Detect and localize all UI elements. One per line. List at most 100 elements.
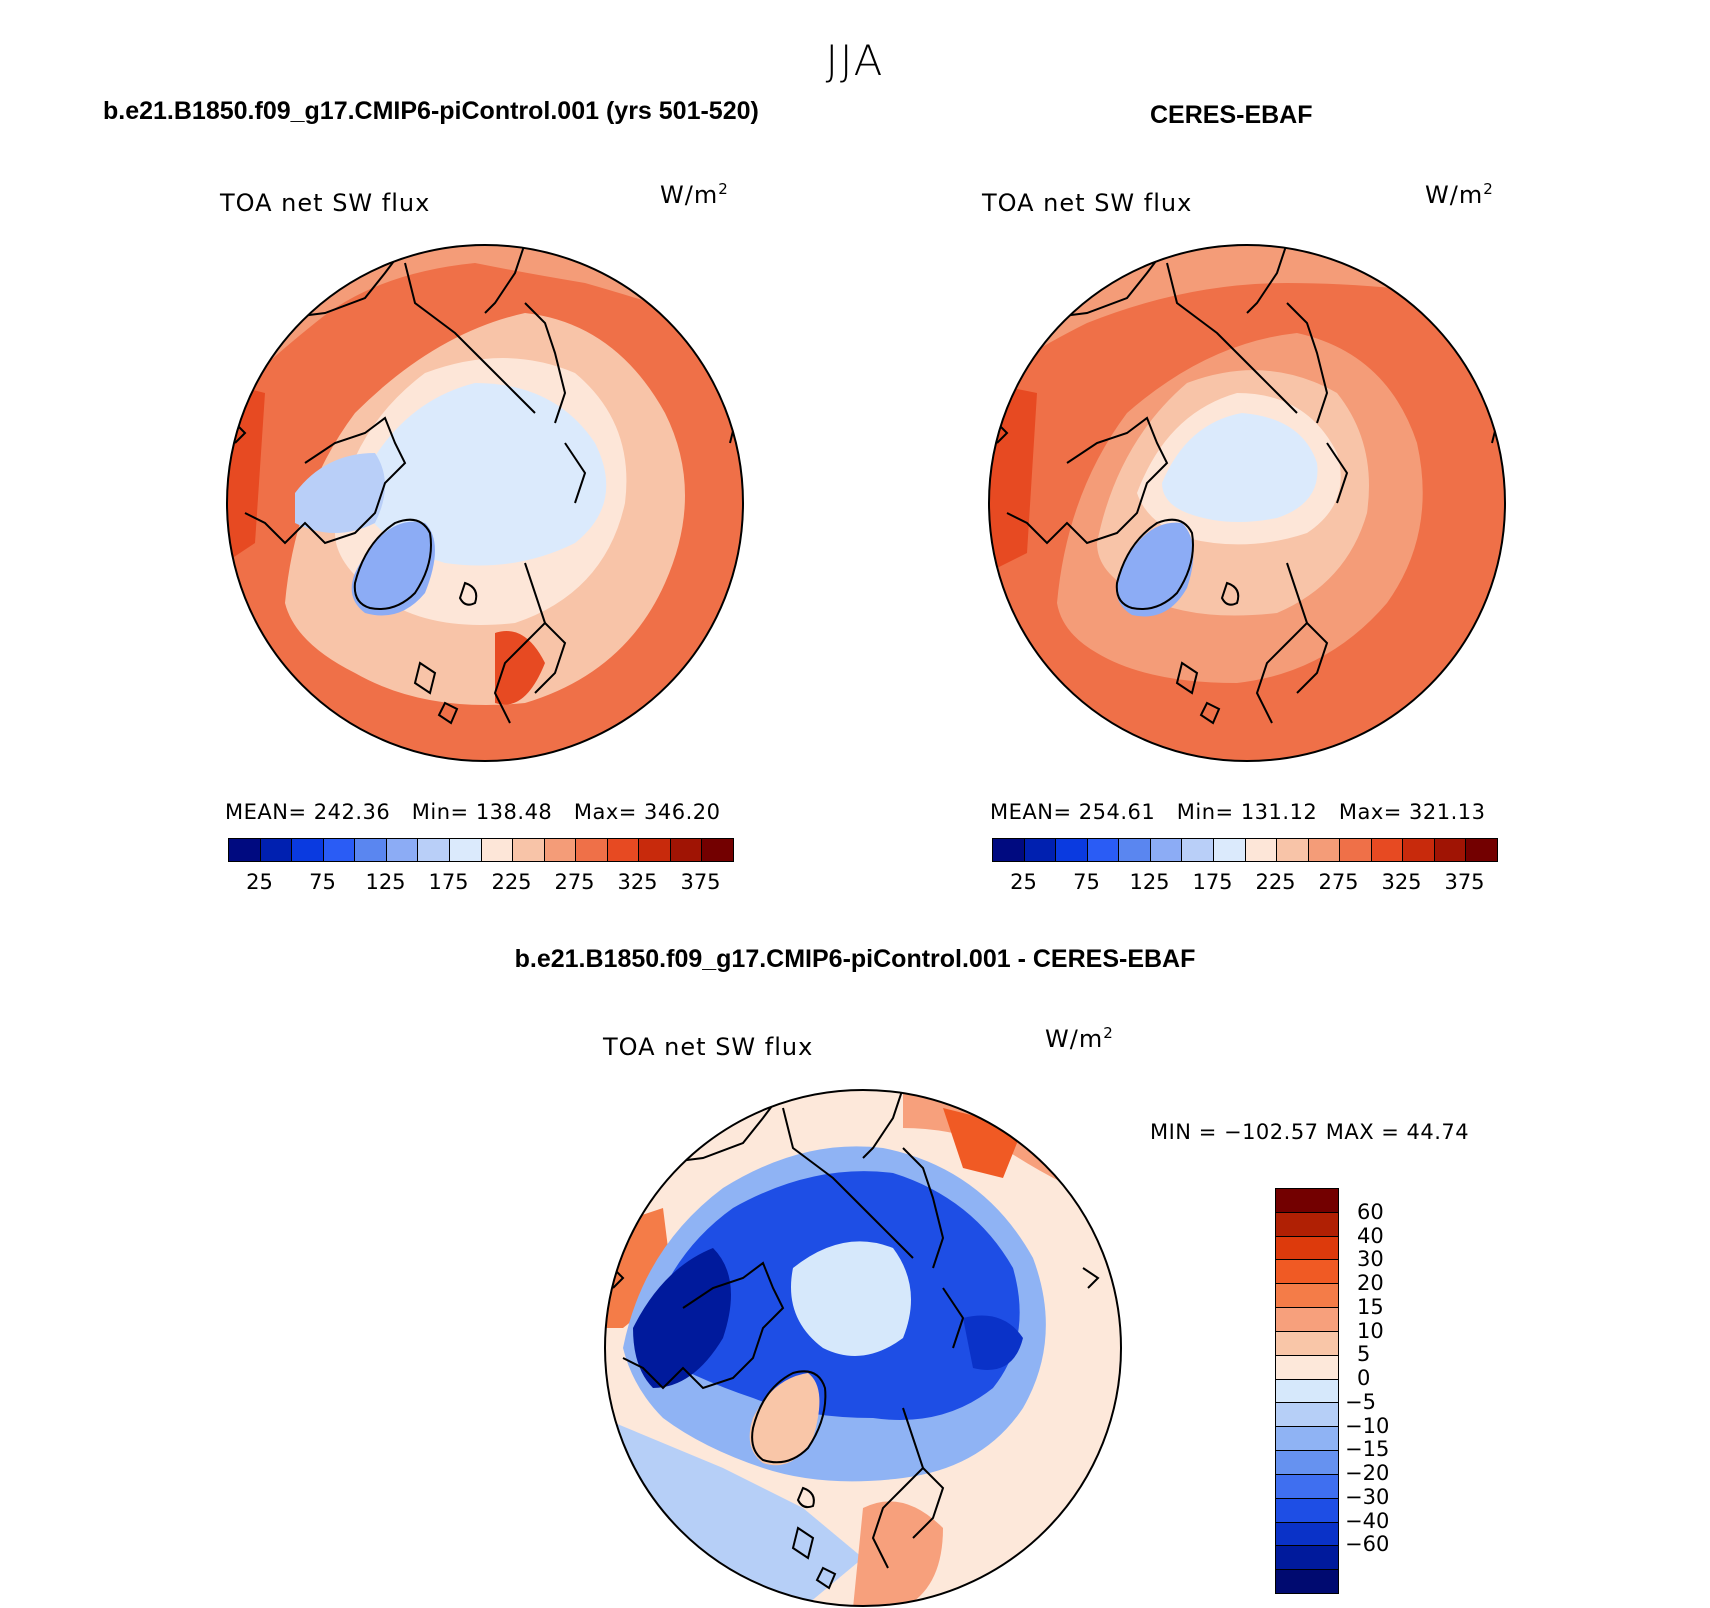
diff-variable-label: TOA net SW flux xyxy=(603,1033,814,1061)
diff-colorbar-box xyxy=(1276,1546,1338,1571)
obs-colorbar-box xyxy=(993,839,1025,861)
obs-colorbar-tick-label: 75 xyxy=(1073,870,1100,894)
model-field-arctic xyxy=(355,383,607,566)
obs-colorbar-box xyxy=(1340,839,1372,861)
model-colorbar-box xyxy=(670,839,703,861)
model-colorbar-box xyxy=(323,839,356,861)
diff-field-greenland xyxy=(749,1373,820,1466)
diff-colorbar-tick-label: 5 xyxy=(1357,1342,1371,1367)
model-colorbar-tick-label: 75 xyxy=(309,870,336,894)
obs-variable-label: TOA net SW flux xyxy=(982,189,1193,217)
model-colorbar-box xyxy=(481,839,514,861)
model-colorbar-tick-label: 25 xyxy=(246,870,273,894)
obs-map-boundary xyxy=(988,244,1506,762)
model-colorbar-box xyxy=(229,839,261,861)
model-colorbar-box xyxy=(418,839,450,861)
diff-colorbar xyxy=(1275,1188,1339,1594)
diff-colorbar-tick-label: 10 xyxy=(1357,1318,1384,1343)
model-colorbar-tick-label: 175 xyxy=(428,870,469,894)
diff-colorbar-tick-label: 0 xyxy=(1357,1366,1371,1391)
obs-colorbar-box xyxy=(1245,839,1278,861)
obs-colorbar-tick-label: 125 xyxy=(1129,870,1170,894)
obs-colorbar-box xyxy=(1434,839,1467,861)
diff-colorbar-box xyxy=(1276,1284,1338,1309)
obs-colorbar xyxy=(992,838,1498,862)
diff-field-arctic xyxy=(791,1241,911,1356)
model-colorbar-tick-label: 125 xyxy=(365,870,406,894)
diff-polar-map xyxy=(604,1089,1122,1607)
model-map-boundary xyxy=(226,244,744,762)
obs-colorbar-box xyxy=(1056,839,1088,861)
obs-colorbar-tick-label: 275 xyxy=(1318,870,1359,894)
diff-colorbar-tick-label: −5 xyxy=(1345,1389,1376,1414)
obs-colorbar-tick-label: 175 xyxy=(1192,870,1233,894)
diff-colorbar-box xyxy=(1276,1189,1338,1213)
diff-colorbar-box xyxy=(1276,1403,1338,1428)
obs-colorbar-ticks: 25 75 125 175 225 275 325 375 xyxy=(992,870,1496,900)
diff-colorbar-box xyxy=(1276,1236,1338,1261)
diff-colorbar-box xyxy=(1276,1331,1338,1356)
model-stats: MEAN= 242.36 Min= 138.48 Max= 346.20 xyxy=(225,800,721,824)
model-colorbar-box xyxy=(702,839,733,861)
model-colorbar-tick-label: 225 xyxy=(491,870,532,894)
obs-colorbar-box xyxy=(1466,839,1497,861)
obs-colorbar-box xyxy=(1182,839,1214,861)
model-field-archipelago xyxy=(295,453,385,533)
diff-colorbar-tick-label: −10 xyxy=(1345,1413,1390,1438)
model-colorbar-tick-label: 275 xyxy=(554,870,595,894)
model-polar-map xyxy=(226,244,744,762)
diff-colorbar-tick-label: −15 xyxy=(1345,1437,1390,1462)
model-field-band xyxy=(227,245,743,403)
obs-colorbar-tick-label: 325 xyxy=(1381,870,1422,894)
model-coastlines xyxy=(234,245,737,725)
model-colorbar-box xyxy=(355,839,387,861)
obs-colorbar-box xyxy=(1277,839,1309,861)
obs-field-arctic xyxy=(1162,413,1318,522)
model-colorbar xyxy=(228,838,734,862)
model-colorbar-box xyxy=(386,839,419,861)
model-colorbar-ticks: 25 75 125 175 225 275 325 375 xyxy=(228,870,732,900)
obs-colorbar-tick-label: 25 xyxy=(1010,870,1037,894)
diff-colorbar-box xyxy=(1276,1308,1338,1332)
model-colorbar-tick-label: 375 xyxy=(680,870,721,894)
season-title: JJA xyxy=(825,36,885,85)
diff-minmax: MIN = −102.57 MAX = 44.74 xyxy=(1150,1120,1470,1144)
model-colorbar-tick-label: 325 xyxy=(617,870,658,894)
diff-colorbar-box xyxy=(1276,1355,1338,1380)
diff-colorbar-tick-label: 30 xyxy=(1357,1247,1384,1272)
diff-colorbar-box xyxy=(1276,1474,1338,1499)
diff-colorbar-tick-label: −40 xyxy=(1345,1508,1390,1533)
model-colorbar-box xyxy=(449,839,482,861)
diff-colorbar-tick-label: 60 xyxy=(1357,1199,1384,1224)
diff-colorbar-tick-label: −20 xyxy=(1345,1461,1390,1486)
obs-field-greenland xyxy=(1116,522,1194,617)
model-field-hot-europe xyxy=(495,631,545,705)
obs-colorbar-tick-label: 375 xyxy=(1444,870,1485,894)
diff-colorbar-box xyxy=(1276,1451,1338,1475)
diff-colorbar-tick-label: 20 xyxy=(1357,1271,1384,1296)
diff-colorbar-box xyxy=(1276,1427,1338,1452)
obs-polar-map xyxy=(988,244,1506,762)
model-colorbar-box xyxy=(639,839,671,861)
obs-colorbar-tick-label: 225 xyxy=(1255,870,1296,894)
diff-colorbar-box xyxy=(1276,1379,1338,1404)
diff-colorbar-tick-label: 40 xyxy=(1357,1223,1384,1248)
diff-colorbar-tick-label: 15 xyxy=(1357,1294,1384,1319)
obs-colorbar-box xyxy=(1371,839,1404,861)
diff-colorbar-box xyxy=(1276,1260,1338,1285)
model-colorbar-box xyxy=(292,839,324,861)
obs-units-label: W/m2 xyxy=(1425,180,1494,209)
obs-colorbar-box xyxy=(1308,839,1341,861)
obs-panel-title: CERES-EBAF xyxy=(1150,101,1313,129)
model-colorbar-box xyxy=(513,839,545,861)
obs-colorbar-box xyxy=(1213,839,1246,861)
diff-colorbar-box xyxy=(1276,1498,1338,1523)
obs-colorbar-box xyxy=(1087,839,1120,861)
diff-colorbar-tick-label: −30 xyxy=(1345,1484,1390,1509)
obs-colorbar-box xyxy=(1024,839,1057,861)
diff-units-label: W/m2 xyxy=(1045,1024,1114,1053)
model-variable-label: TOA net SW flux xyxy=(220,189,431,217)
model-colorbar-box xyxy=(607,839,640,861)
diff-colorbar-tick-label: −60 xyxy=(1345,1532,1390,1557)
diff-colorbar-ticks: 60 40 30 20 15 10 5 0 −5 −10 −15 −20 −30 −40 −60 xyxy=(1345,1188,1425,1592)
